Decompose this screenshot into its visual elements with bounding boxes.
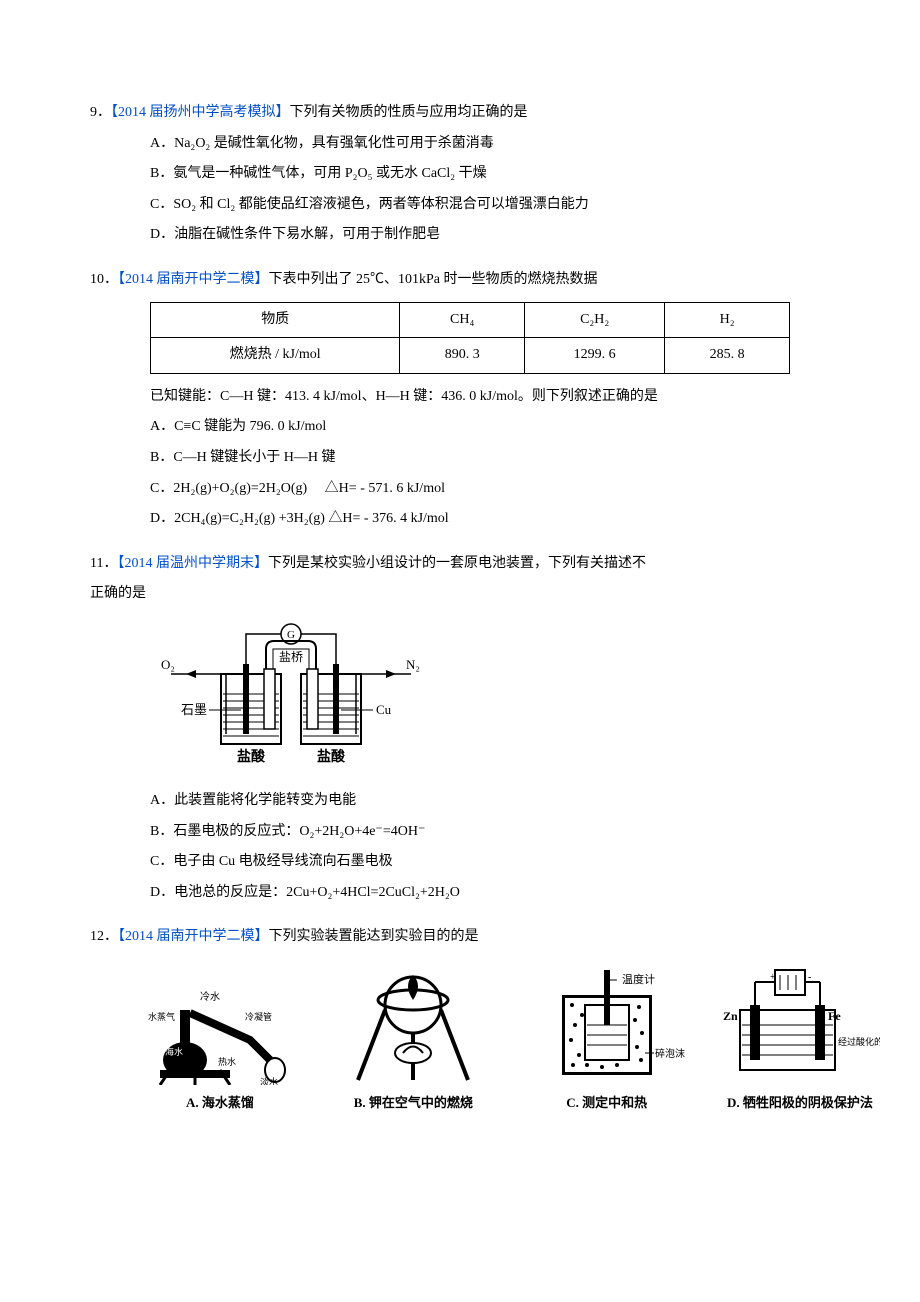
svg-text:G: G — [287, 629, 295, 641]
q11-diagram: G 盐桥 — [150, 618, 430, 778]
q9-option-d: D．油脂在碱性条件下易水解，可用于制作肥皂 — [90, 222, 830, 249]
combustion-icon — [333, 965, 493, 1085]
svg-text:盐桥: 盐桥 — [279, 650, 303, 664]
q12-text: 下列实验装置能达到实验目的的是 — [269, 929, 479, 944]
question-10: 10．【2014 届南开中学二模】下表中列出了 25℃、101kPa 时一些物质… — [90, 267, 830, 533]
q11-text-b: 正确的是 — [90, 581, 830, 608]
q9-option-c: C．SO₂ 和 Cl₂ 都能使品红溶液褪色，两者等体积混合可以增强漂白能力 — [90, 192, 830, 219]
q11-source: 【2014 届温州中学期末】 — [117, 556, 268, 571]
td-v1: 890. 3 — [400, 338, 525, 374]
q10-option-a: A．C≡C 键能为 796. 0 kJ/mol — [90, 414, 830, 441]
q10-option-b: B．C—H 键键长小于 H—H 键 — [90, 445, 830, 472]
q10-option-c: C．2H₂(g)+O₂(g)=2H₂O(g) △H= - 571. 6 kJ/m… — [90, 476, 830, 503]
svg-text:热水: 热水 — [218, 1056, 236, 1067]
td-v2: 1299. 6 — [525, 338, 665, 374]
q11-header: 11．【2014 届温州中学期末】下列是某校实验小组设计的一套原电池装置，下列有… — [90, 551, 830, 578]
svg-text:Cu: Cu — [376, 702, 392, 717]
q9-num: 9． — [90, 105, 111, 120]
td-label: 燃烧热 / kJ/mol — [151, 338, 400, 374]
svg-text:N₂: N₂ — [406, 657, 420, 672]
table-data-row: 燃烧热 / kJ/mol 890. 3 1299. 6 285. 8 — [151, 338, 790, 374]
q12-img-a: 冷水 冷凝管 水蒸气 海水 热水 淡水 A. 海水蒸馏 — [130, 965, 310, 1116]
q11-option-a: A．此装置能将化学能转变为电能 — [90, 788, 830, 815]
distillation-icon: 冷水 冷凝管 水蒸气 海水 热水 淡水 — [140, 965, 300, 1085]
q12-caption-c: C. 测定中和热 — [566, 1091, 647, 1116]
svg-text:Zn: Zn — [723, 1009, 738, 1023]
calorimeter-icon: 温度计 碎泡沫 — [527, 965, 687, 1085]
galvanic-cell-icon: G 盐桥 — [151, 619, 431, 779]
svg-text:盐酸: 盐酸 — [237, 748, 266, 765]
q12-header: 12．【2014 届南开中学二模】下列实验装置能达到实验目的的是 — [90, 924, 830, 951]
svg-text:海水: 海水 — [165, 1046, 183, 1057]
svg-text:冷水: 冷水 — [200, 990, 220, 1003]
th-substance: 物质 — [151, 302, 400, 338]
q12-img-b: B. 钾在空气中的燃烧 — [323, 965, 503, 1116]
svg-text:碎泡沫: 碎泡沫 — [655, 1047, 685, 1060]
question-9: 9．【2014 届扬州中学高考模拟】下列有关物质的性质与应用均正确的是 A．Na… — [90, 100, 830, 249]
q10-table: 物质 CH₄ C₂H₂ H₂ 燃烧热 / kJ/mol 890. 3 1299.… — [150, 302, 790, 374]
svg-text:O₂: O₂ — [161, 657, 175, 672]
q11-option-d: D．电池总的反应是：2Cu+O₂+4HCl=2CuCl₂+2H₂O — [90, 880, 830, 907]
q9-header: 9．【2014 届扬州中学高考模拟】下列有关物质的性质与应用均正确的是 — [90, 100, 830, 127]
q10-num: 10． — [90, 272, 118, 287]
svg-text:温度计: 温度计 — [622, 972, 655, 986]
q12-caption-b: B. 钾在空气中的燃烧 — [354, 1091, 473, 1116]
q12-caption-a: A. 海水蒸馏 — [186, 1091, 254, 1116]
q9-option-b: B．氨气是一种碱性气体，可用 P₂O₅ 或无水 CaCl₂ 干燥 — [90, 161, 830, 188]
svg-text:Fe: Fe — [828, 1009, 841, 1023]
q12-image-row: 冷水 冷凝管 水蒸气 海水 热水 淡水 A. 海水蒸馏 — [130, 965, 890, 1116]
svg-text:冷凝管: 冷凝管 — [245, 1011, 272, 1022]
svg-text:石墨: 石墨 — [181, 702, 207, 717]
question-12: 12．【2014 届南开中学二模】下列实验装置能达到实验目的的是 冷水 冷凝管 … — [90, 924, 830, 1115]
q10-text: 下表中列出了 25℃、101kPa 时一些物质的燃烧热数据 — [269, 272, 598, 287]
svg-text:淡水: 淡水 — [260, 1076, 278, 1085]
q10-option-d: D．2CH₄(g)=C₂H₂(g) +3H₂(g) △H= - 376. 4 k… — [90, 506, 830, 533]
electrode-protection-icon: + - Zn Fe 经过酸化的 3%NaCl溶液 — [720, 965, 880, 1085]
th-ch4: CH₄ — [400, 302, 525, 338]
svg-text:水蒸气: 水蒸气 — [148, 1011, 175, 1022]
td-v3: 285. 8 — [665, 338, 790, 374]
q10-source: 【2014 届南开中学二模】 — [118, 272, 269, 287]
svg-text:经过酸化的 3%NaCl溶液: 经过酸化的 3%NaCl溶液 — [838, 1036, 880, 1047]
q10-known: 已知键能：C—H 键：413. 4 kJ/mol、H—H 键：436. 0 kJ… — [90, 384, 830, 411]
q9-option-a: A．Na₂O₂ 是碱性氧化物，具有强氧化性可用于杀菌消毒 — [90, 131, 830, 158]
q9-source: 【2014 届扬州中学高考模拟】 — [111, 105, 290, 120]
q12-num: 12． — [90, 929, 118, 944]
q11-option-b: B．石墨电极的反应式：O₂+2H₂O+4e⁻=4OH⁻ — [90, 819, 830, 846]
q12-source: 【2014 届南开中学二模】 — [118, 929, 269, 944]
table-header-row: 物质 CH₄ C₂H₂ H₂ — [151, 302, 790, 338]
q11-text-a: 下列是某校实验小组设计的一套原电池装置，下列有关描述不 — [268, 556, 646, 571]
question-11: 11．【2014 届温州中学期末】下列是某校实验小组设计的一套原电池装置，下列有… — [90, 551, 830, 907]
q10-header: 10．【2014 届南开中学二模】下表中列出了 25℃、101kPa 时一些物质… — [90, 267, 830, 294]
th-c2h2: C₂H₂ — [525, 302, 665, 338]
q12-caption-d: D. 牺牲阳极的阴极保护法 — [727, 1091, 873, 1116]
q11-num: 11． — [90, 556, 117, 571]
q12-img-d: + - Zn Fe 经过酸化的 3%NaCl溶液 — [710, 965, 890, 1116]
svg-text:盐酸: 盐酸 — [317, 748, 346, 765]
q11-option-c: C．电子由 Cu 电极经导线流向石墨电极 — [90, 849, 830, 876]
th-h2: H₂ — [665, 302, 790, 338]
q9-text: 下列有关物质的性质与应用均正确的是 — [290, 105, 528, 120]
q12-img-c: 温度计 碎泡沫 C. 测定中和热 — [517, 965, 697, 1116]
